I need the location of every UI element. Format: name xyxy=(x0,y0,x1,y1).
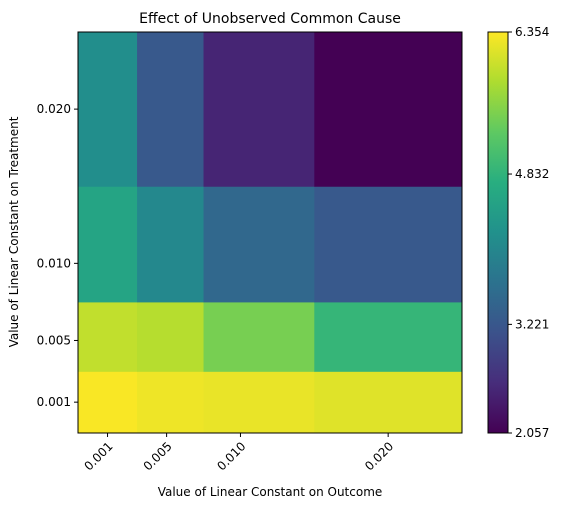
plot-frame xyxy=(77,31,463,434)
heatmap-cell xyxy=(137,301,205,372)
x-tick-label: 0.005 xyxy=(141,439,175,473)
chart-title: Effect of Unobserved Common Cause xyxy=(139,11,401,27)
heatmap-cell xyxy=(203,301,315,372)
y-tick-label: 0.020 xyxy=(37,102,71,116)
heatmap-cell xyxy=(78,186,138,303)
x-tick-label: 0.001 xyxy=(81,439,115,473)
heatmap-cell xyxy=(203,371,315,434)
heatmap-cell xyxy=(203,186,315,303)
heatmap-cell xyxy=(314,186,463,303)
y-tick-label: 0.001 xyxy=(37,395,71,409)
heatmap-cell xyxy=(314,371,463,434)
x-axis-ticks: 0.001 0.005 0.010 0.020 xyxy=(81,433,396,473)
colorbar-tick-label: 3.221 xyxy=(515,317,549,331)
heatmap-cell xyxy=(137,186,205,303)
heatmap-cell xyxy=(78,371,138,434)
heatmap-cells xyxy=(78,32,463,434)
y-tick-label: 0.005 xyxy=(37,333,71,347)
colorbar-ticks: 2.057 3.221 4.832 6.354 xyxy=(508,25,549,440)
y-axis-ticks: 0.001 0.005 0.010 0.020 xyxy=(37,102,78,409)
y-tick-label: 0.010 xyxy=(37,256,71,270)
x-tick-label: 0.020 xyxy=(362,439,396,473)
heatmap-cell xyxy=(78,301,138,372)
x-tick-label: 0.010 xyxy=(214,439,248,473)
colorbar-tick-label: 2.057 xyxy=(515,426,549,440)
heatmap-cell xyxy=(314,32,463,187)
y-axis-label: Value of Linear Constant on Treatment xyxy=(7,116,21,347)
colorbar-tick-label: 4.832 xyxy=(515,167,549,181)
heatmap-cell xyxy=(203,32,315,187)
heatmap-cell xyxy=(314,301,463,372)
heatmap-cell xyxy=(78,32,138,187)
x-axis-label: Value of Linear Constant on Outcome xyxy=(158,485,383,499)
heatmap-cell xyxy=(137,371,205,434)
colorbar-tick-label: 6.354 xyxy=(515,25,549,39)
heatmap-cell xyxy=(137,32,205,187)
colorbar xyxy=(487,31,509,434)
